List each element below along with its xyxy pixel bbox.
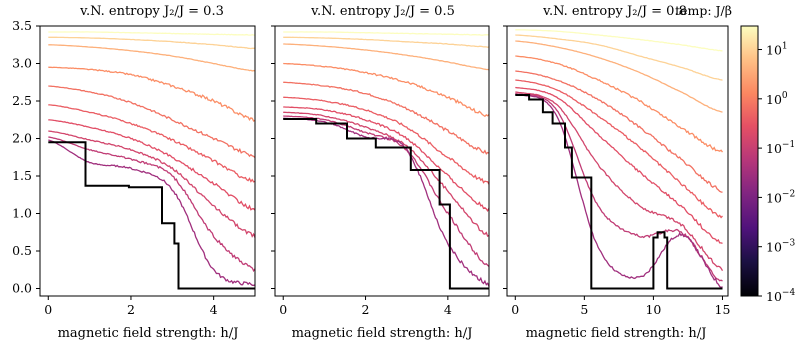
xticks-panel-2: 0 2 4 — [271, 25, 452, 317]
colorbar-tick-label: 100 — [766, 91, 788, 107]
temperature-curve — [515, 93, 723, 289]
xlabel-panel-3: magnetic field strength: h/J — [526, 326, 707, 341]
xlabel-panel-1: magnetic field strength: h/J — [58, 326, 239, 341]
y-tick-label: 2.5 — [12, 93, 32, 108]
zero-temperature-curve — [515, 94, 723, 290]
colorbar-tick-label: 10−3 — [766, 239, 795, 255]
temperature-curve — [48, 85, 256, 159]
yticks-panel-1: 0.0 0.5 1.0 1.5 2.0 2.5 3.0 3.5 — [12, 18, 40, 296]
x-tick-label: 4 — [444, 302, 452, 317]
temperature-curve — [48, 31, 256, 36]
colorbar-label: temp: J/β — [675, 3, 732, 18]
x-tick-label: 0 — [511, 302, 519, 317]
panel-title-j2-0.3: v.N. entropy J₂/J = 0.3 — [79, 4, 224, 19]
y-tick-label: 0.5 — [12, 243, 32, 258]
curves-panel-1 — [48, 31, 256, 290]
axes-frame-panel-1 — [39, 25, 256, 297]
temperature-curve — [48, 136, 256, 273]
axes-frame-panel-3 — [506, 25, 729, 297]
temperature-curve — [283, 43, 490, 71]
x-tick-label: 4 — [210, 302, 218, 317]
y-tick-label: 0.0 — [12, 281, 32, 296]
panel-title-j2-0.5: v.N. entropy J₂/J = 0.5 — [310, 4, 455, 19]
curves-panel-3 — [515, 29, 724, 290]
temperature-curve — [283, 106, 490, 213]
temperature-curve — [283, 117, 490, 287]
xticks-panel-3: 0 5 10 15 — [503, 25, 731, 317]
temperature-curve — [515, 70, 723, 193]
colorbar-tick-label: 101 — [766, 42, 788, 58]
x-tick-label: 15 — [715, 302, 731, 317]
x-tick-label: 2 — [127, 302, 135, 317]
temperature-curve — [283, 96, 490, 185]
y-tick-label: 3.0 — [12, 56, 32, 71]
panel-title-j2-0.8: v.N. entropy J₂/J = 0.8 — [542, 4, 687, 19]
temperature-curve — [48, 66, 256, 122]
temperature-curve — [48, 130, 256, 238]
temperature-curve — [283, 111, 490, 238]
zero-temperature-curve — [283, 118, 489, 290]
colorbar: temp: J/β 101 100 10−1 10−2 10−3 10−4 — [675, 3, 795, 304]
temperature-curve — [515, 34, 723, 81]
y-tick-label: 3.5 — [12, 18, 32, 33]
xticks-panel-1: 0 2 4 — [44, 296, 218, 317]
colorbar-gradient — [740, 25, 759, 297]
panel-j2-0.5: v.N. entropy J₂/J = 0.5 0 2 4 magnetic fie… — [271, 4, 490, 341]
xlabel-panel-2: magnetic field strength: h/J — [292, 326, 473, 341]
temperature-curve — [515, 86, 723, 245]
temperature-curve — [515, 29, 723, 52]
temperature-curve — [515, 92, 723, 282]
colorbar-tick-label: 10−4 — [766, 288, 795, 304]
zero-temperature-curve — [48, 141, 255, 290]
temperature-curve — [48, 44, 256, 72]
x-tick-label: 0 — [279, 302, 287, 317]
temperature-curve — [48, 104, 256, 183]
colorbar-tick-label: 10−2 — [766, 189, 795, 205]
panel-j2-0.8: v.N. entropy J₂/J = 0.8 0 5 10 15 magnetic … — [503, 4, 730, 341]
x-tick-label: 10 — [645, 302, 661, 317]
temperature-curve — [283, 81, 490, 155]
y-tick-label: 1.5 — [12, 168, 32, 183]
x-tick-label: 5 — [580, 302, 588, 317]
temperature-curve — [515, 55, 724, 153]
temperature-curve — [515, 40, 723, 113]
temperature-curve — [283, 62, 490, 118]
temperature-curve — [283, 36, 490, 48]
colorbar-tick-label: 10−1 — [766, 140, 795, 156]
x-tick-label: 2 — [362, 302, 370, 317]
y-tick-label: 1.0 — [12, 206, 32, 221]
temperature-curve — [283, 31, 489, 36]
axes-frame-panel-2 — [274, 25, 490, 297]
temperature-curve — [48, 139, 256, 287]
temperature-curve — [515, 91, 724, 272]
y-tick-label: 2.0 — [12, 131, 32, 146]
temperature-curve — [515, 79, 723, 219]
temperature-curve — [48, 36, 256, 50]
panel-j2-0.3: v.N. entropy J₂/J = 0.3 0.0 0.5 1.0 1.5 2.0 2… — [12, 4, 256, 341]
curves-panel-2 — [283, 31, 490, 290]
temperature-curve — [48, 119, 256, 211]
colorbar-ticks: 101 100 10−1 10−2 10−3 10−4 — [758, 42, 795, 304]
x-tick-label: 0 — [44, 302, 52, 317]
